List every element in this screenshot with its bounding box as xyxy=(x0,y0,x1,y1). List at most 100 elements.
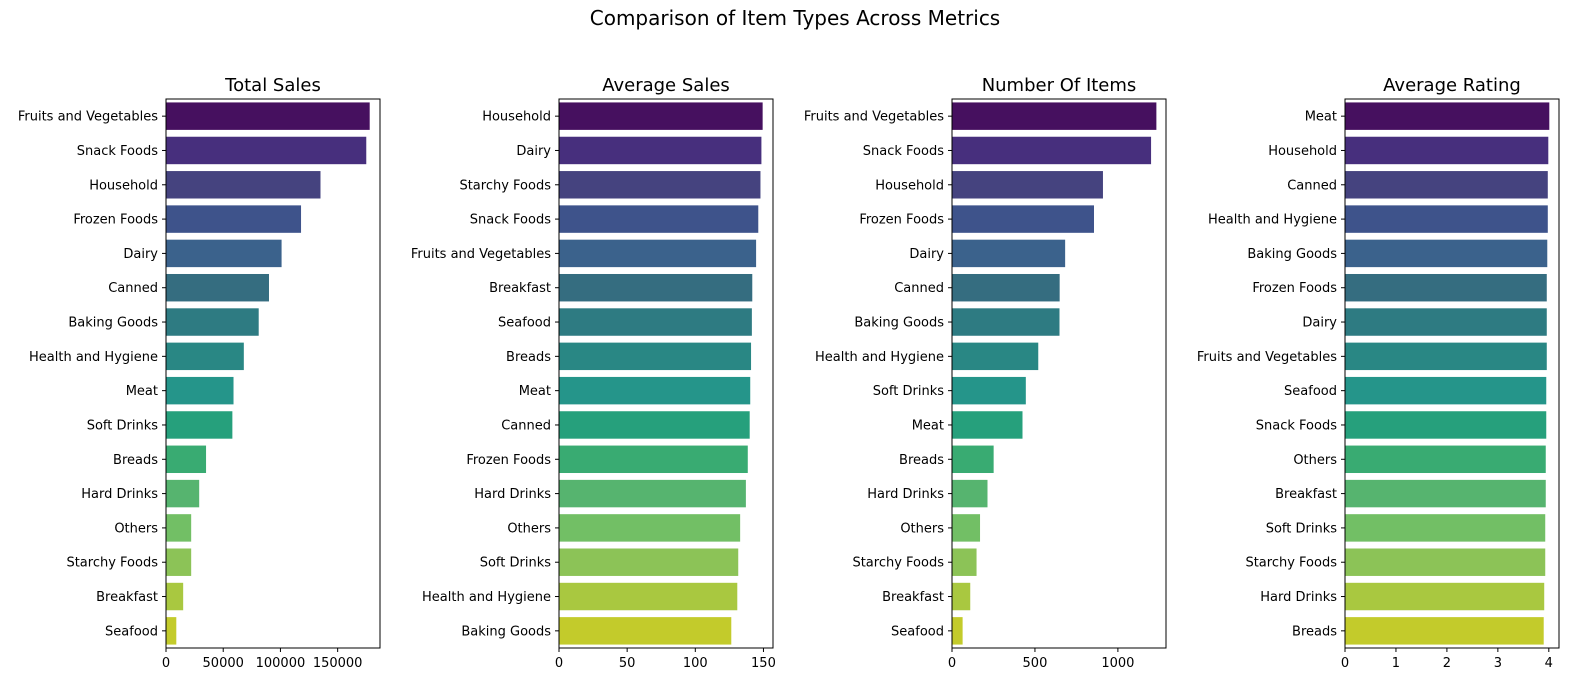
bar xyxy=(166,308,259,336)
x-tick-label: 150 xyxy=(751,656,776,671)
category-label: Fruits and Vegetables xyxy=(1197,350,1337,365)
bar xyxy=(166,239,282,268)
category-label: Breads xyxy=(113,453,158,468)
bar xyxy=(1345,479,1546,508)
category-label: Meat xyxy=(519,384,551,399)
category-label: Fruits and Vegetables xyxy=(804,110,944,125)
bar xyxy=(559,548,739,576)
bar xyxy=(166,514,192,542)
category-label: Soft Drinks xyxy=(87,418,159,433)
category-label: Seafood xyxy=(891,624,944,639)
subplot-3: Number Of Items Fruits and Vegetables Snac… xyxy=(804,75,1167,671)
bar xyxy=(1345,548,1546,576)
category-label: Breakfast xyxy=(489,281,551,296)
category-label: Seafood xyxy=(1284,384,1337,399)
bar xyxy=(952,171,1103,199)
category-label: Baking Goods xyxy=(68,316,158,331)
category-label: Baking Goods xyxy=(461,624,551,639)
category-label: Hard Drinks xyxy=(867,487,944,502)
subplot-1: Total Sales Fruits and Vegetables Snack Fo… xyxy=(18,75,381,671)
bar xyxy=(1345,205,1548,233)
bar xyxy=(952,273,1060,302)
bar xyxy=(952,411,1023,439)
category-label: Starchy Foods xyxy=(459,178,551,193)
category-label: Breakfast xyxy=(882,590,944,605)
bar xyxy=(1345,102,1550,130)
category-label: Starchy Foods xyxy=(852,556,944,571)
bar xyxy=(1345,136,1549,165)
bar xyxy=(559,376,751,405)
category-label: Hard Drinks xyxy=(474,487,551,502)
category-label: Breakfast xyxy=(1275,487,1337,502)
category-label: Fruits and Vegetables xyxy=(18,110,158,125)
bar xyxy=(166,582,184,611)
bar xyxy=(166,376,234,405)
bar xyxy=(1345,171,1548,199)
bar xyxy=(166,273,269,302)
bar xyxy=(559,617,732,645)
category-label: Health and Hygiene xyxy=(815,350,944,365)
bar xyxy=(166,445,207,474)
bar xyxy=(166,411,233,439)
x-tick-label: 3 xyxy=(1494,656,1502,671)
category-label: Canned xyxy=(501,418,551,433)
bar xyxy=(952,136,1152,165)
axes-frame xyxy=(165,98,381,649)
bar xyxy=(559,171,761,199)
category-label: Meat xyxy=(126,384,158,399)
category-label: Household xyxy=(89,178,158,193)
x-tick-label: 2 xyxy=(1443,656,1451,671)
bar xyxy=(559,136,762,165)
category-label: Canned xyxy=(894,281,944,296)
bar xyxy=(952,548,977,576)
x-tick-label: 50 xyxy=(619,656,636,671)
category-label: Others xyxy=(1293,453,1337,468)
category-label: Dairy xyxy=(909,247,944,262)
bar xyxy=(559,308,752,336)
category-label: Hard Drinks xyxy=(1260,590,1337,605)
x-tick-label: 4 xyxy=(1545,656,1553,671)
category-label: Dairy xyxy=(1302,316,1337,331)
x-tick-label: 0 xyxy=(1341,656,1349,671)
figure-title: Comparison of Item Types Across Metrics xyxy=(589,6,1001,30)
subplot-title: Average Rating xyxy=(1383,75,1521,96)
category-label: Canned xyxy=(1287,178,1337,193)
bar xyxy=(1345,445,1546,474)
x-tick-label: 1000 xyxy=(1101,656,1134,671)
bar xyxy=(559,205,759,233)
category-label: Household xyxy=(875,178,944,193)
bar xyxy=(559,273,753,302)
bar xyxy=(559,411,750,439)
bar xyxy=(559,102,763,130)
category-label: Health and Hygiene xyxy=(422,590,551,605)
bar xyxy=(559,342,752,371)
bar xyxy=(166,479,200,508)
subplot-2: Average Sales Household Dairy Starchy Foods… xyxy=(411,75,776,671)
category-label: Dairy xyxy=(123,247,158,262)
x-tick-label: 100 xyxy=(683,656,708,671)
bar xyxy=(952,205,1094,233)
category-label: Starchy Foods xyxy=(66,556,158,571)
subplot-4: Average Rating Meat Household Canned Health … xyxy=(1197,75,1560,671)
category-label: Snack Foods xyxy=(1256,418,1337,433)
category-label: Breads xyxy=(1292,624,1337,639)
x-tick-label: 1 xyxy=(1392,656,1400,671)
bar xyxy=(1345,376,1547,405)
category-label: Frozen Foods xyxy=(1252,281,1337,296)
category-label: Soft Drinks xyxy=(480,556,552,571)
category-label: Household xyxy=(482,110,551,125)
category-label: Household xyxy=(1268,144,1337,159)
subplot-title: Average Sales xyxy=(602,75,730,96)
x-tick-label: 0 xyxy=(948,656,956,671)
subplot-title: Number Of Items xyxy=(982,75,1137,96)
category-label: Snack Foods xyxy=(470,213,551,228)
category-label: Frozen Foods xyxy=(859,213,944,228)
bar xyxy=(166,342,244,371)
category-label: Starchy Foods xyxy=(1245,556,1337,571)
axes-frame xyxy=(1344,98,1560,649)
category-label: Snack Foods xyxy=(77,144,158,159)
x-tick-label: 150000 xyxy=(313,656,363,671)
category-label: Meat xyxy=(1305,110,1337,125)
category-label: Meat xyxy=(912,418,944,433)
category-label: Frozen Foods xyxy=(466,453,551,468)
